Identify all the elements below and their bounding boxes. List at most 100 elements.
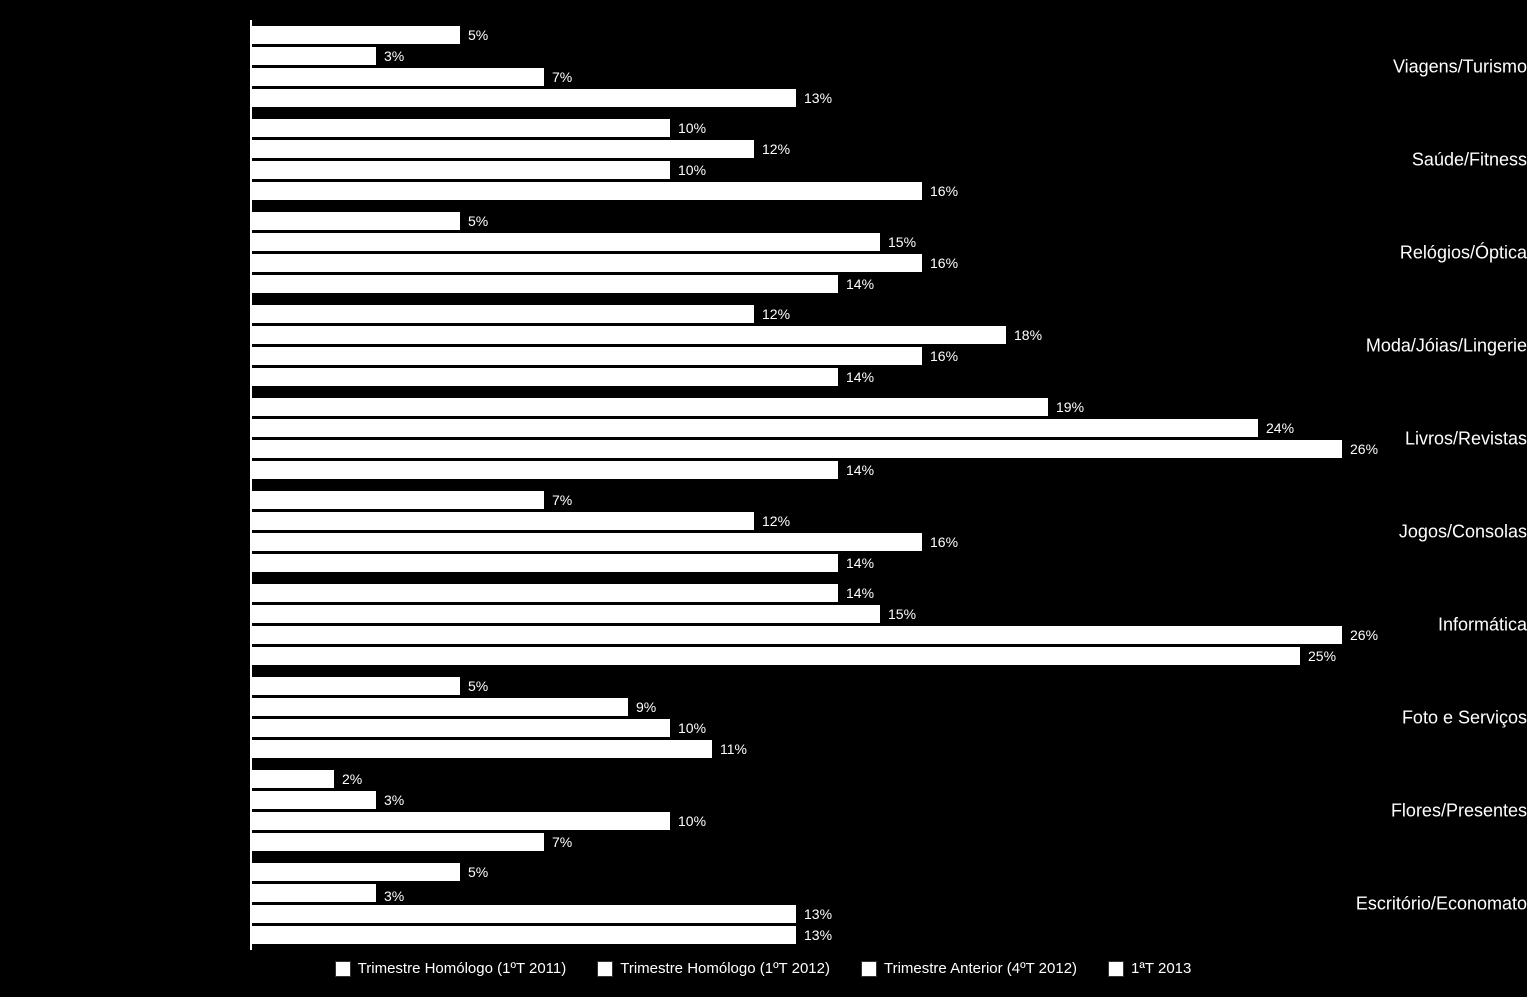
legend-swatch [1109,962,1123,976]
bar-value-label: 15% [888,605,916,623]
bars-container: 19%24%26%14% [250,392,1527,485]
category-group: Escritório/Economato5%3%13%13% [0,857,1527,950]
bar-value-label: 26% [1350,440,1378,458]
bars-container: 5% 3% 13% 13% [250,857,1527,950]
bar [250,182,922,200]
legend-swatch [336,962,350,976]
legend-item: Trimestre Anterior (4ºT 2012) [862,960,1077,977]
bar-value-label: 10% [678,161,706,179]
bar-value-label: 10% [678,719,706,737]
bar-value-label: 9% [636,698,656,716]
bar [250,863,460,881]
bar [250,905,796,923]
bars-container: 5%3%7%13% [250,20,1527,113]
bar-value-label: 3% [384,887,404,905]
bar [250,212,460,230]
bar-value-label: 12% [762,140,790,158]
legend-label: Trimestre Homólogo (1ºT 2011) [358,960,567,977]
bar [250,698,628,716]
bar-value-label: 12% [762,512,790,530]
legend-swatch [598,962,612,976]
bar-value-label: 14% [846,554,874,572]
bar-value-label: 5% [468,212,488,230]
legend-swatch [862,962,876,976]
category-group: Flores/Presentes2%3%10%7% [0,764,1527,857]
bars-container: 5% 15% 16% 14% [250,206,1527,299]
bar-value-label: 10% [678,119,706,137]
bar-value-label: 7% [552,833,572,851]
bar-value-label: 14% [846,461,874,479]
bar [250,275,838,293]
bar-value-label: 10% [678,812,706,830]
bars-container: 2%3%10%7% [250,764,1527,857]
bars-container: 14%15%26%25% [250,578,1527,671]
bar [250,677,460,695]
bar [250,233,880,251]
bar-value-label: 12% [762,305,790,323]
legend-label: Trimestre Anterior (4ºT 2012) [884,960,1077,977]
bar [250,491,544,509]
bar [250,512,754,530]
bar [250,791,376,809]
bar-value-label: 11% [720,740,747,758]
category-group: Saúde/Fitness10%12%10%16% [0,113,1527,206]
bar-value-label: 16% [930,254,958,272]
bar [250,533,922,551]
legend-label: 1ªT 2013 [1131,960,1191,977]
bar-value-label: 5% [468,863,488,881]
bar-value-label: 26% [1350,626,1378,644]
bar [250,161,670,179]
category-group: Livros/Revistas19%24%26%14% [0,392,1527,485]
bar [250,770,334,788]
bar-value-label: 13% [804,905,832,923]
bar [250,140,754,158]
bar [250,47,376,65]
bar-value-label: 5% [468,677,488,695]
bar-value-label: 7% [552,68,572,86]
bar [250,926,796,944]
bar-value-label: 16% [930,347,958,365]
bar [250,305,754,323]
category-group: Foto e Serviços5%9%10%11% [0,671,1527,764]
bar-value-label: 3% [384,791,404,809]
bar [250,254,922,272]
bar [250,812,670,830]
legend-label: Trimestre Homólogo (1ºT 2012) [620,960,830,977]
category-group: Viagens/Turismo5%3%7%13% [0,20,1527,113]
bar-value-label: 13% [804,89,832,107]
category-group: Jogos/Consolas7%12%16%14% [0,485,1527,578]
bar-value-label: 15% [888,233,916,251]
bar [250,326,1006,344]
bar-value-label: 13% [804,926,832,944]
bar-value-label: 19% [1056,398,1084,416]
bar [250,440,1342,458]
bar [250,884,376,902]
bars-container: 7% 12% 16% 14% [250,485,1527,578]
category-group: Informática14%15%26%25% [0,578,1527,671]
bar [250,605,880,623]
category-group: Relógios/Óptica5%15%16%14% [0,206,1527,299]
legend-item: 1ªT 2013 [1109,960,1191,977]
legend-item: Trimestre Homólogo (1ºT 2011) [336,960,567,977]
legend: Trimestre Homólogo (1ºT 2011) Trimestre H… [0,960,1527,977]
bar-value-label: 14% [846,275,874,293]
bar-value-label: 5% [468,26,488,44]
bar [250,647,1300,665]
bar [250,719,670,737]
bar-value-label: 7% [552,491,572,509]
bar [250,461,838,479]
bar-value-label: 14% [846,368,874,386]
bar-value-label: 16% [930,533,958,551]
grouped-bar-chart: Viagens/Turismo5%3%7%13%Saúde/Fitness10%… [0,0,1527,997]
bar [250,68,544,86]
bars-container: 10%12%10%16% [250,113,1527,206]
category-group: Moda/Jóias/Lingerie12%18%16%14% [0,299,1527,392]
y-axis [250,20,252,950]
bar [250,368,838,386]
bar [250,89,796,107]
bar-value-label: 18% [1014,326,1042,344]
bar [250,584,838,602]
bar [250,419,1258,437]
bar-value-label: 14% [846,584,874,602]
bar [250,740,712,758]
